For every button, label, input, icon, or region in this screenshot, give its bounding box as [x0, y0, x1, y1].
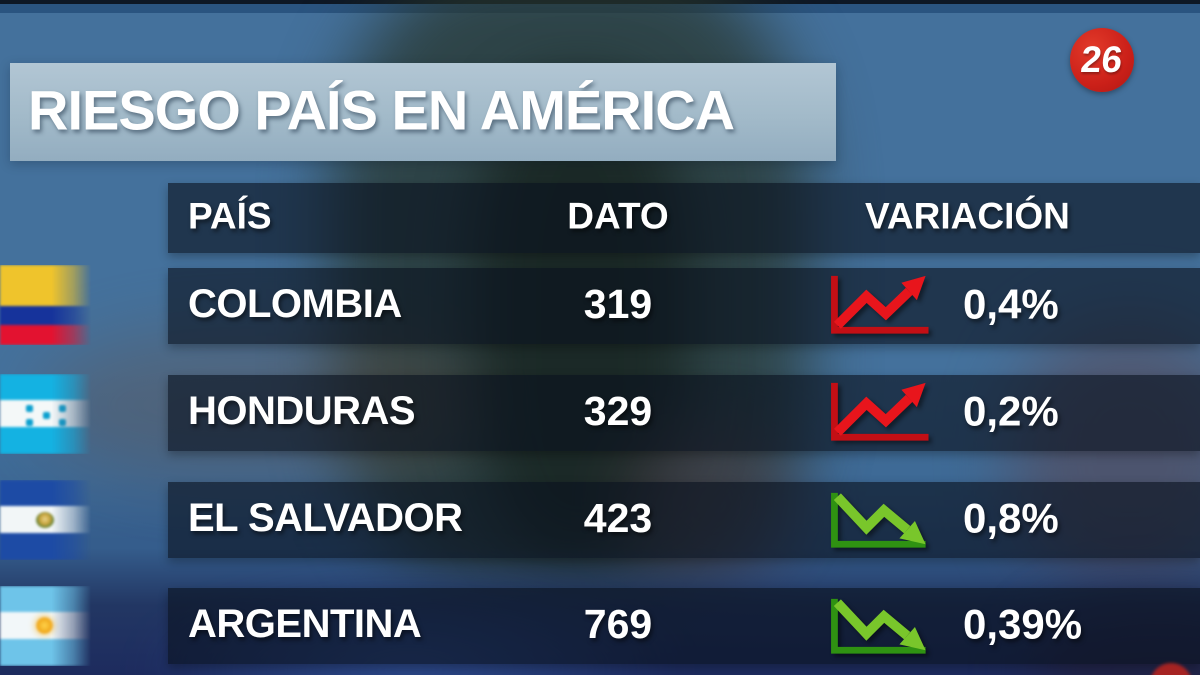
table-header: PAÍS DATO VARIACIÓN	[168, 183, 1200, 253]
table-row: ARGENTINA 769 0,39%	[168, 588, 1200, 664]
trend-up-icon	[825, 273, 937, 337]
corner-red-bug	[1150, 663, 1192, 675]
trend-down-icon	[825, 593, 937, 657]
country-dato: 769	[583, 601, 653, 648]
table-row: COLOMBIA 319 0,4%	[168, 268, 1200, 344]
country-variacion: 0,2%	[963, 387, 1059, 435]
background	[0, 4, 1200, 13]
table-row: EL SALVADOR 423 0,8%	[168, 482, 1200, 558]
country-dato: 319	[583, 281, 653, 328]
el-salvador-flag-icon	[0, 480, 94, 560]
country-name: ARGENTINA	[188, 602, 422, 647]
country-name: EL SALVADOR	[188, 496, 463, 541]
header-variacion: VARIACIÓN	[865, 195, 1070, 237]
header-dato: DATO	[567, 195, 669, 237]
country-name: COLOMBIA	[188, 282, 402, 327]
argentina-flag-icon	[0, 586, 94, 666]
trend-down-icon	[825, 487, 937, 551]
channel-logo-text: 26	[1079, 39, 1125, 80]
country-variacion: 0,4%	[963, 280, 1059, 328]
country-dato: 423	[583, 495, 653, 542]
country-dato: 329	[583, 388, 653, 435]
title-bar: RIESGO PAÍS EN AMÉRICA	[10, 63, 836, 161]
page-title: RIESGO PAÍS EN AMÉRICA	[28, 78, 735, 142]
background	[0, 0, 1200, 4]
country-name: HONDURAS	[188, 389, 416, 434]
channel-26-logo-icon: 26	[1070, 28, 1134, 92]
honduras-flag-icon	[0, 374, 94, 454]
header-pais: PAÍS	[188, 195, 272, 237]
table-row: HONDURAS 329 0,2%	[168, 375, 1200, 451]
colombia-flag-icon	[0, 265, 94, 345]
trend-up-icon	[825, 380, 937, 444]
country-variacion: 0,8%	[963, 494, 1059, 542]
country-variacion: 0,39%	[963, 600, 1083, 648]
